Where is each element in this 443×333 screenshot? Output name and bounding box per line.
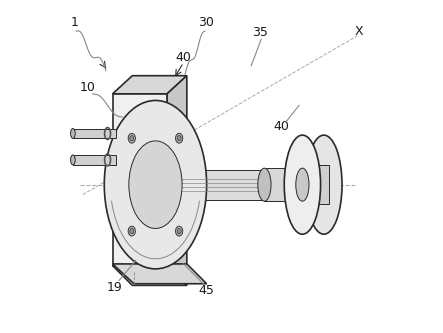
Ellipse shape (130, 228, 134, 234)
Polygon shape (264, 168, 303, 201)
Text: 30: 30 (198, 16, 214, 29)
Ellipse shape (278, 170, 284, 199)
Polygon shape (113, 264, 206, 284)
Ellipse shape (128, 226, 136, 236)
Polygon shape (73, 129, 116, 139)
Text: 40: 40 (273, 120, 289, 134)
Ellipse shape (175, 226, 183, 236)
Text: 1: 1 (70, 16, 78, 29)
Text: 10: 10 (80, 81, 96, 94)
Text: 35: 35 (253, 26, 268, 39)
Text: X: X (354, 25, 363, 38)
Ellipse shape (284, 135, 321, 234)
Ellipse shape (128, 133, 136, 143)
Ellipse shape (296, 168, 309, 201)
Polygon shape (113, 265, 187, 285)
Ellipse shape (130, 136, 134, 141)
Ellipse shape (104, 101, 206, 269)
Polygon shape (73, 155, 116, 165)
Ellipse shape (129, 141, 182, 228)
Ellipse shape (258, 168, 271, 201)
Ellipse shape (177, 228, 181, 234)
Polygon shape (113, 94, 167, 265)
Polygon shape (157, 170, 281, 199)
Text: 19: 19 (106, 280, 122, 293)
Ellipse shape (306, 135, 342, 234)
Ellipse shape (175, 133, 183, 143)
Ellipse shape (70, 155, 75, 165)
Text: 40: 40 (175, 51, 191, 64)
Polygon shape (303, 165, 329, 204)
Text: 45: 45 (199, 284, 214, 297)
Ellipse shape (70, 129, 75, 139)
Ellipse shape (177, 136, 181, 141)
Polygon shape (113, 76, 187, 94)
Polygon shape (167, 76, 187, 285)
